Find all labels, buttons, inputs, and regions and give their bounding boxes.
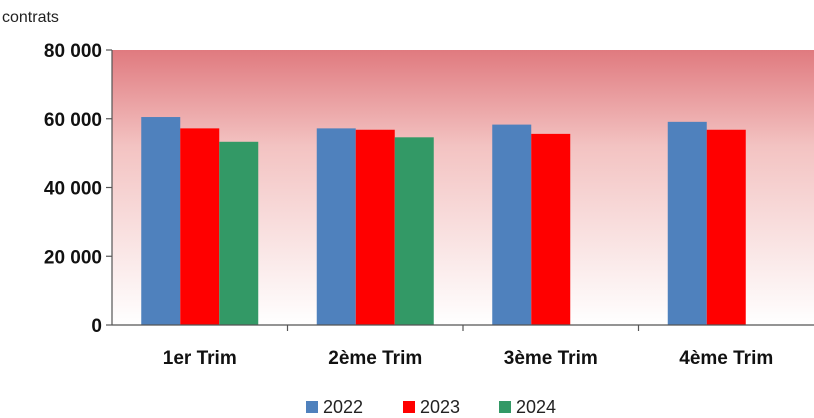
bar-2023-4 — [706, 129, 746, 325]
y-tick-label: 20 000 — [44, 247, 102, 268]
x-tick-label: 4ème Trim — [679, 348, 773, 369]
legend-swatch-2023 — [403, 401, 415, 413]
legend: 2022 2023 2024 — [306, 397, 556, 417]
bar-2024-2 — [394, 137, 434, 325]
y-tick-label: 80 000 — [44, 41, 102, 62]
bar-2022-3 — [492, 124, 532, 325]
bar-2022-2 — [316, 128, 356, 325]
y-tick-label: 40 000 — [44, 179, 102, 200]
x-tick-label: 3ème Trim — [504, 348, 598, 369]
bar-2022-4 — [667, 121, 707, 325]
legend-label-2022: 2022 — [323, 397, 363, 417]
bar-2023-1 — [180, 128, 220, 325]
bars-layer — [141, 117, 746, 325]
legend-swatch-2022 — [306, 401, 318, 413]
legend-label-2024: 2024 — [516, 397, 556, 417]
y-tick-label: 60 000 — [44, 110, 102, 131]
x-tick-label: 2ème Trim — [328, 348, 422, 369]
bar-2024-1 — [219, 141, 259, 325]
y-tick-label: 0 — [91, 316, 102, 337]
legend-swatch-2024 — [499, 401, 511, 413]
bar-2023-3 — [531, 133, 571, 325]
legend-label-2023: 2023 — [420, 397, 460, 417]
x-tick-label: 1er Trim — [163, 348, 237, 369]
y-axis: 0 20 000 40 000 60 000 80 000 — [44, 41, 112, 337]
y-axis-label: contrats — [2, 9, 59, 26]
x-axis: 1er Trim 2ème Trim 3ème Trim 4ème Trim — [163, 325, 773, 369]
bar-2023-2 — [355, 129, 395, 325]
bar-2022-1 — [141, 117, 181, 325]
